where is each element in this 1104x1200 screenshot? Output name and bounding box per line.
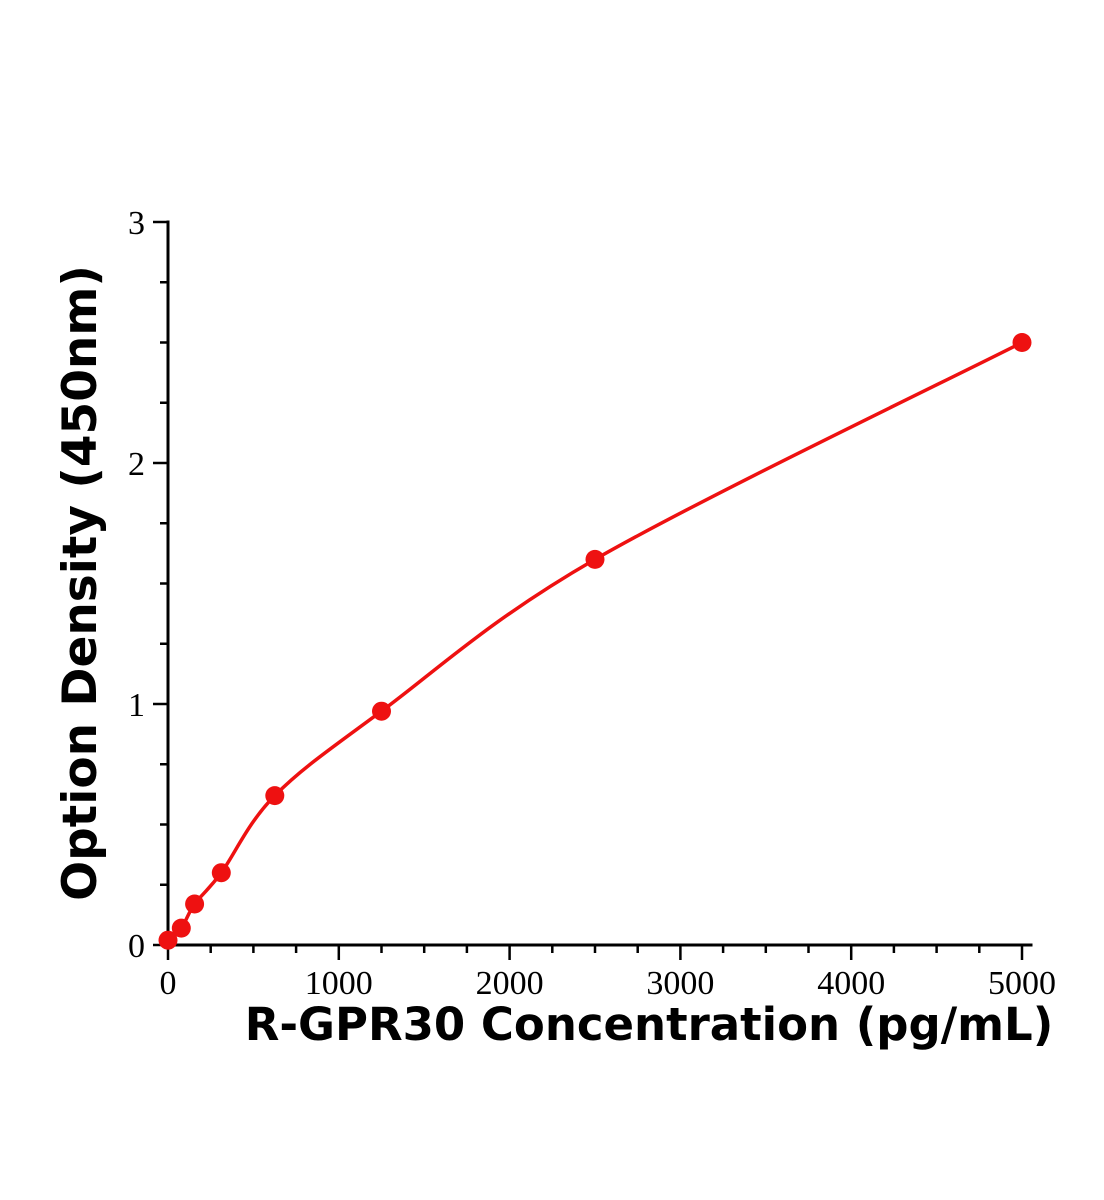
axis-lines (166, 220, 1033, 947)
axis-ticks (153, 220, 1024, 960)
standard-curve-line (166, 340, 1024, 942)
x-tick-label: 5000 (988, 965, 1056, 1002)
x-tick-label: 3000 (646, 965, 714, 1002)
series-layer (158, 333, 1032, 950)
data-point-marker (585, 549, 605, 569)
x-tick-label: 1000 (305, 965, 373, 1002)
data-point-marker (211, 863, 231, 883)
y-tick-label: 2 (128, 446, 145, 483)
data-point-marker (171, 918, 191, 938)
data-point-marker (1012, 333, 1032, 352)
y-tick-label: 3 (128, 205, 145, 242)
data-point-marker (265, 786, 285, 806)
axes (166, 220, 1033, 947)
y-tick-label: 0 (128, 928, 145, 965)
data-point-marker (185, 894, 205, 914)
data-point-marker (372, 701, 391, 721)
x-tick-label: 2000 (476, 965, 544, 1002)
data-point-marker (158, 930, 178, 950)
axis-tick-labels: 0 1000 2000 3000 4000 5000 0 1 2 3 (128, 205, 1056, 1002)
x-tick-label: 0 (160, 965, 177, 1002)
y-tick-label: 1 (128, 687, 145, 724)
y-axis-title: Option Density (450nm) (53, 265, 108, 901)
x-axis-title: R-GPR30 Concentration (pg/mL) (245, 998, 1054, 1051)
x-tick-label: 4000 (817, 965, 885, 1002)
